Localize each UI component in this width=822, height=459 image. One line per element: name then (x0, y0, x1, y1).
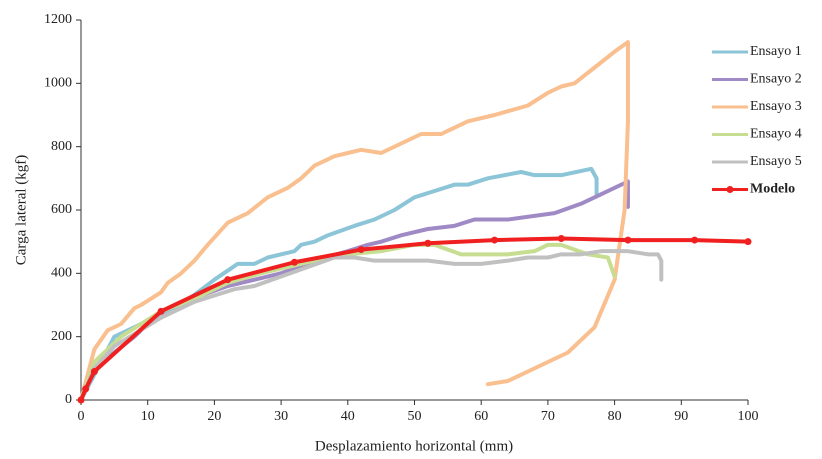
legend-label: Ensayo 5 (750, 154, 802, 169)
y-tick-label: 200 (51, 329, 72, 344)
x-tick-label: 40 (341, 409, 355, 424)
legend-label: Ensayo 1 (750, 44, 802, 59)
y-tick-label: 1000 (44, 76, 72, 91)
marker (224, 276, 232, 284)
marker (90, 368, 98, 375)
marker (424, 239, 432, 247)
x-tick-label: 70 (541, 409, 555, 424)
series-line (79, 40, 630, 402)
marker (77, 396, 85, 404)
legend-label: Modelo (750, 182, 795, 197)
y-axis-label: Carga lateral (kgf) (13, 155, 29, 266)
legend-label: Ensayo 3 (750, 99, 802, 114)
marker (82, 385, 90, 393)
marker (744, 238, 752, 246)
y-tick-label: 1200 (44, 12, 72, 27)
marker (157, 307, 165, 315)
y-tick-label: 400 (51, 266, 72, 281)
x-tick-label: 20 (207, 409, 221, 424)
series-line (79, 236, 750, 402)
y-tick-label: 800 (51, 139, 72, 154)
marker (290, 258, 298, 266)
x-tick-label: 90 (674, 409, 688, 424)
x-tick-label: 80 (608, 409, 622, 424)
series-line (79, 166, 599, 402)
x-tick-label: 0 (78, 409, 85, 424)
marker (357, 246, 365, 254)
x-tick-label: 50 (408, 409, 422, 424)
y-tick-label: 0 (65, 392, 72, 407)
x-tick-label: 10 (141, 409, 155, 424)
x-tick-label: 100 (738, 409, 759, 424)
marker (691, 236, 699, 244)
legend-label: Ensayo 2 (750, 72, 802, 87)
series-line (79, 242, 617, 402)
x-tick-label: 60 (474, 409, 488, 424)
x-tick-label: 30 (274, 409, 288, 424)
legend-label: Ensayo 4 (750, 127, 802, 142)
series-line (79, 249, 664, 402)
legend-marker (726, 186, 734, 193)
marker (624, 236, 632, 244)
x-axis-label: Desplazamiento horizontal (mm) (315, 438, 513, 454)
marker (557, 235, 565, 242)
marker (491, 236, 499, 244)
y-tick-label: 600 (51, 202, 72, 217)
